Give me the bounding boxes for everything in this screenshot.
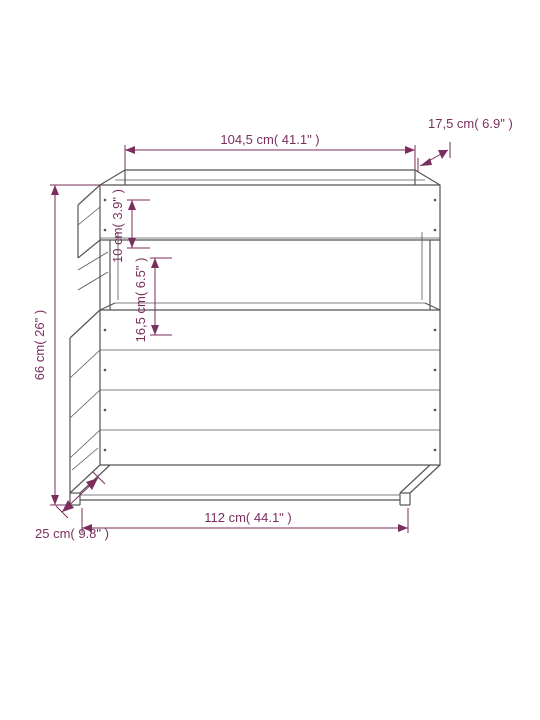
dim-depth-bottom: 25 cm( 9.8" )	[35, 472, 109, 541]
dim-width-bottom-label: 112 cm( 44.1" )	[204, 510, 291, 525]
dim-gap-16-5: 16,5 cm( 6.5" )	[133, 258, 172, 343]
dim-width-top: 104,5 cm( 41.1" )	[125, 132, 415, 170]
dim-height-label: 66 cm( 26" )	[32, 310, 47, 380]
dim-width-bottom: 112 cm( 44.1" )	[82, 508, 408, 533]
dim-depth-top-label: 17,5 cm( 6.9" )	[428, 116, 513, 131]
dim-gap-10-label: 10 cm( 3.9" )	[110, 189, 125, 263]
dim-height: 66 cm( 26" )	[32, 185, 100, 505]
dim-gap-16-5-label: 16,5 cm( 6.5" )	[133, 258, 148, 343]
dim-depth-top: 17,5 cm( 6.9" )	[418, 116, 513, 172]
dim-width-top-label: 104,5 cm( 41.1" )	[220, 132, 319, 147]
dim-gap-10: 10 cm( 3.9" )	[110, 189, 150, 263]
